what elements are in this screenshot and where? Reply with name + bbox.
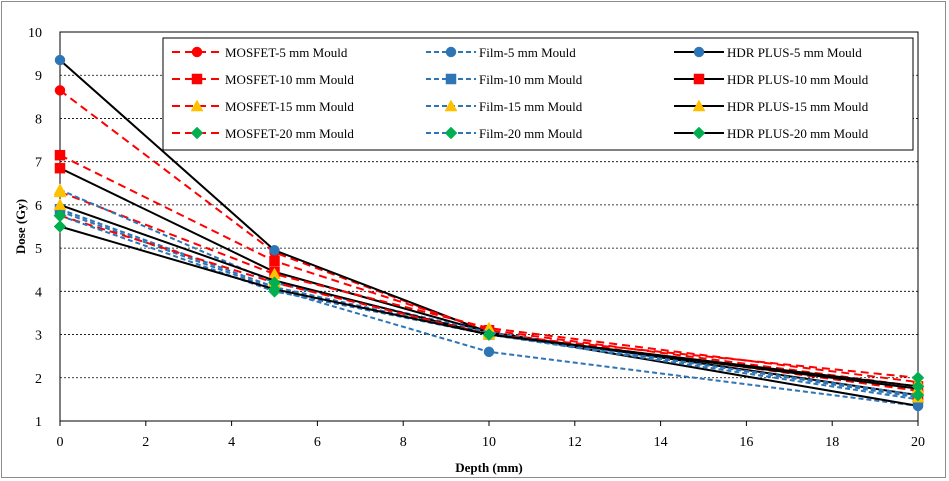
x-tick-label: 4 xyxy=(228,435,235,450)
series-line xyxy=(59,214,919,397)
y-tick-label: 2 xyxy=(35,372,42,387)
legend-entry: MOSFET-10 mm Mould xyxy=(172,72,354,87)
series-line xyxy=(59,225,919,388)
series-3 xyxy=(54,54,924,412)
legend-entry: HDR PLUS-20 mm Mould xyxy=(674,126,869,141)
legend-marker xyxy=(693,73,705,85)
y-tick-label: 10 xyxy=(28,26,42,41)
legend-entry: MOSFET-20 mm Mould xyxy=(172,126,354,141)
series-line xyxy=(59,59,919,407)
y-tick-label: 8 xyxy=(35,112,42,127)
data-point xyxy=(53,220,67,233)
legend-marker xyxy=(191,73,203,85)
x-tick-label: 2 xyxy=(142,435,149,450)
legend-marker xyxy=(445,73,457,85)
legend-entry: MOSFET-5 mm Mould xyxy=(172,45,348,60)
legend-marker xyxy=(444,99,458,112)
legend-label: Film-10 mm Mould xyxy=(479,72,583,87)
x-tick-label: 6 xyxy=(314,435,321,450)
legend-entry: HDR PLUS-5 mm Mould xyxy=(674,45,862,60)
y-tick-label: 6 xyxy=(35,199,42,214)
series-line xyxy=(59,188,919,399)
x-axis-title: Depth (mm) xyxy=(455,460,523,475)
series-line xyxy=(59,210,919,407)
data-point xyxy=(54,54,66,66)
series-line xyxy=(59,167,919,397)
data-point xyxy=(54,149,66,161)
legend-entry: Film-15 mm Mould xyxy=(426,99,583,114)
x-tick-label: 20 xyxy=(911,435,925,450)
legend-marker xyxy=(191,46,203,58)
data-point xyxy=(269,255,280,267)
series-5 xyxy=(54,203,924,405)
series-6 xyxy=(54,162,924,401)
series-10 xyxy=(53,209,925,385)
x-tick-label: 8 xyxy=(400,435,407,450)
legend-entry: HDR PLUS-10 mm Mould xyxy=(674,72,869,87)
legend-label: HDR PLUS-20 mm Mould xyxy=(727,126,869,141)
legend-entry: Film-10 mm Mould xyxy=(426,72,583,87)
series-line xyxy=(59,154,919,388)
x-tick-label: 14 xyxy=(654,435,668,450)
x-tick-label: 10 xyxy=(482,435,496,450)
data-point xyxy=(911,388,925,402)
series-line xyxy=(59,208,919,401)
x-tick-label: 18 xyxy=(825,435,839,450)
legend-label: HDR PLUS-15 mm Mould xyxy=(727,99,869,114)
legend-label: MOSFET-20 mm Mould xyxy=(225,126,354,141)
legend-marker xyxy=(692,99,706,112)
legend-entry: Film-20 mm Mould xyxy=(426,126,583,141)
y-tick-label: 5 xyxy=(35,242,42,257)
legend-marker xyxy=(444,126,458,140)
legend-entry: MOSFET-15 mm Mould xyxy=(172,99,354,114)
data-point xyxy=(269,245,280,256)
legend-marker xyxy=(445,46,457,58)
legend-label: Film-15 mm Mould xyxy=(479,99,583,114)
x-tick-label: 0 xyxy=(57,435,64,450)
y-tick-label: 4 xyxy=(35,285,42,300)
x-tick-label: 16 xyxy=(739,435,753,450)
data-point xyxy=(483,346,495,358)
data-point xyxy=(911,380,925,393)
legend-label: Film-5 mm Mould xyxy=(479,45,576,60)
data-point xyxy=(268,282,281,296)
legend-entry: Film-5 mm Mould xyxy=(426,45,576,60)
series-12 xyxy=(53,220,925,393)
legend-label: MOSFET-5 mm Mould xyxy=(225,45,348,60)
series-group xyxy=(53,54,925,412)
data-point xyxy=(482,328,496,341)
legend-label: MOSFET-15 mm Mould xyxy=(225,99,354,114)
y-axis-title: Dose (Gy) xyxy=(13,199,28,254)
y-tick-label: 3 xyxy=(35,329,42,344)
x-tick-label: 12 xyxy=(568,435,582,450)
series-line xyxy=(59,203,919,390)
legend-marker xyxy=(190,99,204,112)
legend-entry: HDR PLUS-15 mm Mould xyxy=(674,99,869,114)
series-line xyxy=(59,190,919,384)
series-line xyxy=(59,89,919,392)
data-point xyxy=(54,162,66,174)
data-point xyxy=(53,183,67,196)
legend-box xyxy=(162,37,914,151)
legend-label: MOSFET-10 mm Mould xyxy=(225,72,354,87)
legend-marker xyxy=(693,46,705,58)
legend-label: Film-20 mm Mould xyxy=(479,126,583,141)
y-tick-label: 7 xyxy=(35,156,42,171)
data-point xyxy=(54,85,66,96)
legend-marker xyxy=(190,126,204,140)
y-tick-label: 1 xyxy=(35,415,42,430)
legend-label: HDR PLUS-5 mm Mould xyxy=(727,45,862,60)
legend-marker xyxy=(692,126,706,140)
legend: MOSFET-5 mm Mould Film-5 mm Mould HDR PLUS… xyxy=(162,37,914,151)
y-tick-label: 9 xyxy=(35,69,42,84)
legend-label: HDR PLUS-10 mm Mould xyxy=(727,72,869,87)
